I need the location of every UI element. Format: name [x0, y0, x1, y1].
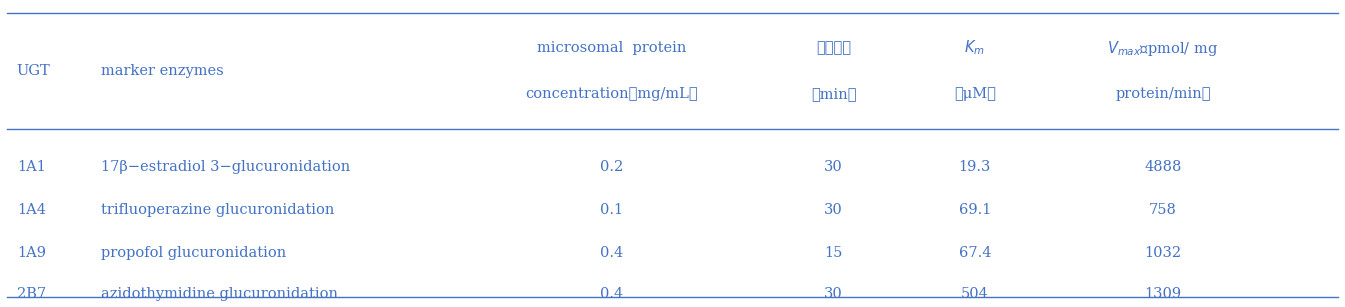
Text: 4888: 4888: [1145, 160, 1182, 174]
Text: 0.4: 0.4: [600, 246, 624, 260]
Text: 1A9: 1A9: [17, 246, 46, 260]
Text: 15: 15: [824, 246, 843, 260]
Text: $V_{max}$（pmol/ mg: $V_{max}$（pmol/ mg: [1107, 39, 1219, 58]
Text: 69.1: 69.1: [959, 203, 991, 217]
Text: 0.2: 0.2: [600, 160, 624, 174]
Text: 0.1: 0.1: [600, 203, 624, 217]
Text: 30: 30: [824, 160, 843, 174]
Text: 30: 30: [824, 203, 843, 217]
Text: 758: 758: [1149, 203, 1177, 217]
Text: concentration（mg/mL）: concentration（mg/mL）: [526, 87, 698, 101]
Text: UGT: UGT: [17, 64, 51, 78]
Text: 2B7: 2B7: [17, 287, 46, 301]
Text: 67.4: 67.4: [959, 246, 991, 260]
Text: 1309: 1309: [1145, 287, 1181, 301]
Text: 1032: 1032: [1145, 246, 1181, 260]
Text: 0.4: 0.4: [600, 287, 624, 301]
Text: （min）: （min）: [811, 87, 857, 101]
Text: $K_m$: $K_m$: [964, 39, 986, 57]
Text: 1A4: 1A4: [17, 203, 46, 217]
Text: 30: 30: [824, 287, 843, 301]
Text: microsomal  protein: microsomal protein: [538, 41, 687, 55]
Text: azidothymidine glucuronidation: azidothymidine glucuronidation: [101, 287, 339, 301]
Text: 19.3: 19.3: [959, 160, 991, 174]
Text: （μM）: （μM）: [954, 87, 995, 101]
Text: marker enzymes: marker enzymes: [101, 64, 225, 78]
Text: trifluoperazine glucuronidation: trifluoperazine glucuronidation: [101, 203, 335, 217]
Text: 504: 504: [960, 287, 989, 301]
Text: propofol glucuronidation: propofol glucuronidation: [101, 246, 286, 260]
Text: 1A1: 1A1: [17, 160, 46, 174]
Text: 반응시간: 반응시간: [816, 41, 851, 55]
Text: protein/min）: protein/min）: [1115, 87, 1210, 101]
Text: 17β−estradiol 3−glucuronidation: 17β−estradiol 3−glucuronidation: [101, 160, 351, 174]
